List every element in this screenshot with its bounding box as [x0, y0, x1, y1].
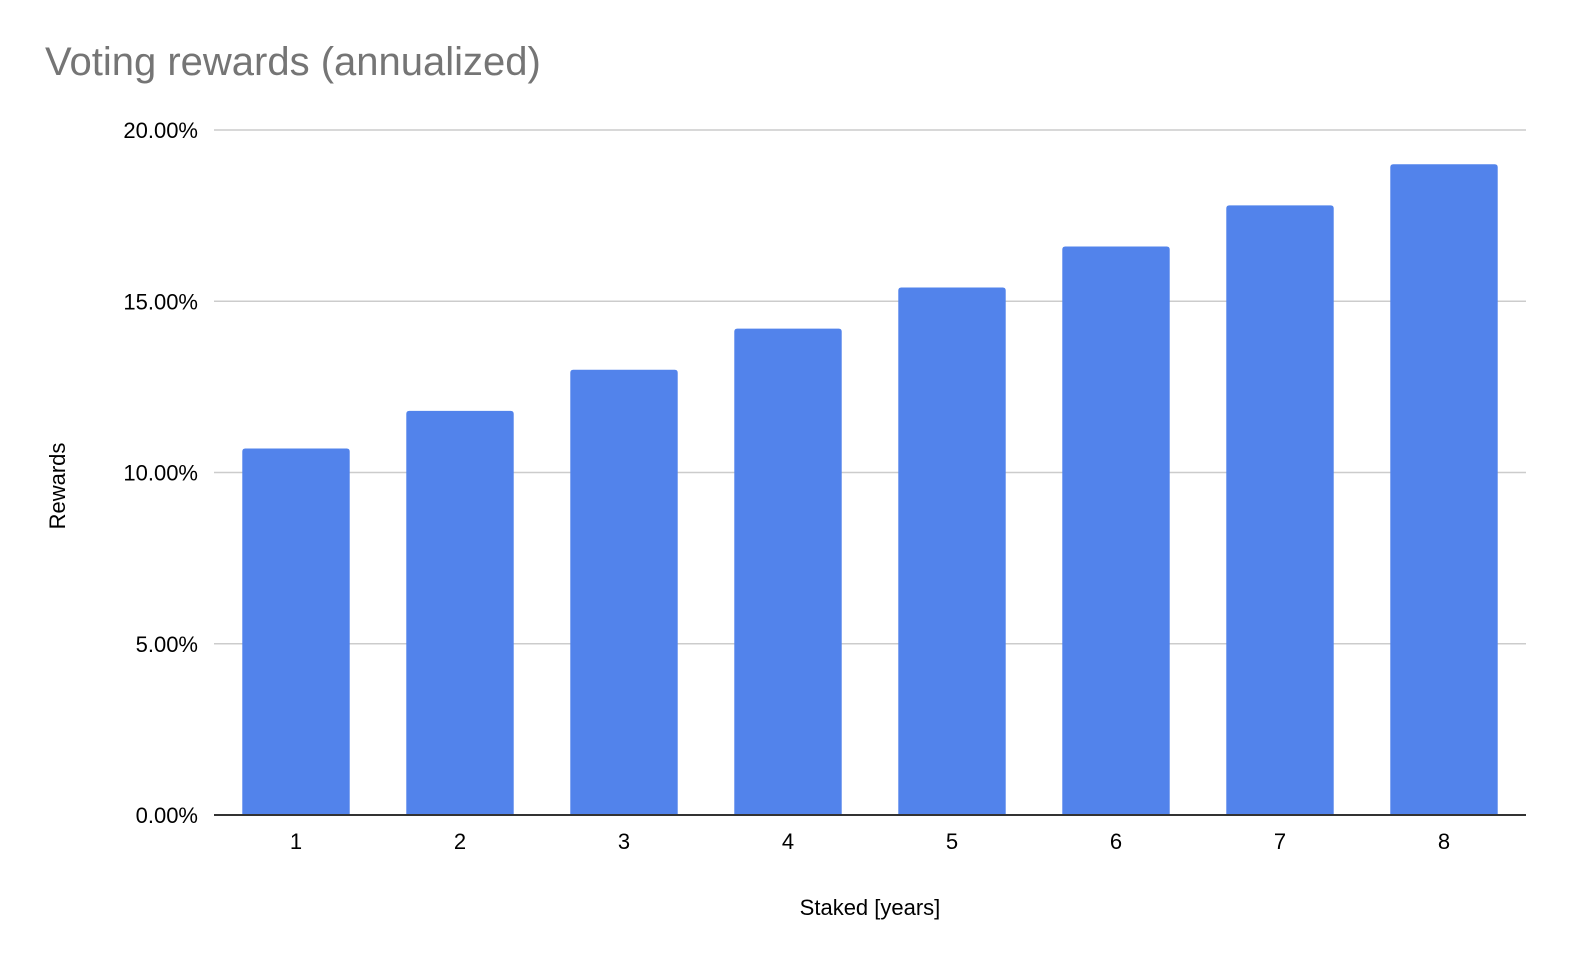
y-tick-label: 20.00%: [123, 118, 198, 143]
y-axis-ticks: 0.00% 5.00% 10.00% 15.00% 20.00%: [123, 118, 198, 828]
y-tick-label: 10.00%: [123, 461, 198, 486]
bar-4: [734, 328, 842, 815]
bars: [242, 164, 1498, 816]
x-tick-label: 6: [1110, 829, 1122, 854]
x-tick-label: 8: [1438, 829, 1450, 854]
x-tick-label: 1: [290, 829, 302, 854]
x-tick-label: 2: [454, 829, 466, 854]
x-tick-label: 4: [782, 829, 794, 854]
y-axis-title: Rewards: [45, 443, 70, 530]
bar-3: [570, 369, 678, 815]
x-tick-label: 7: [1274, 829, 1286, 854]
bar-7: [1226, 205, 1334, 816]
x-axis-title: Staked [years]: [800, 895, 941, 920]
y-tick-label: 0.00%: [136, 803, 198, 828]
bar-8: [1390, 164, 1498, 815]
y-tick-label: 15.00%: [123, 289, 198, 314]
bar-5: [898, 287, 1006, 815]
y-tick-label: 5.00%: [136, 632, 198, 657]
bar-1: [242, 448, 350, 815]
chart-title: Voting rewards (annualized): [45, 40, 541, 84]
x-tick-label: 3: [618, 829, 630, 854]
bar-6: [1062, 246, 1170, 815]
x-tick-label: 5: [946, 829, 958, 854]
bar-2: [406, 410, 514, 815]
x-axis-ticks: 1 2 3 4 5 6 7 8: [290, 829, 1450, 854]
